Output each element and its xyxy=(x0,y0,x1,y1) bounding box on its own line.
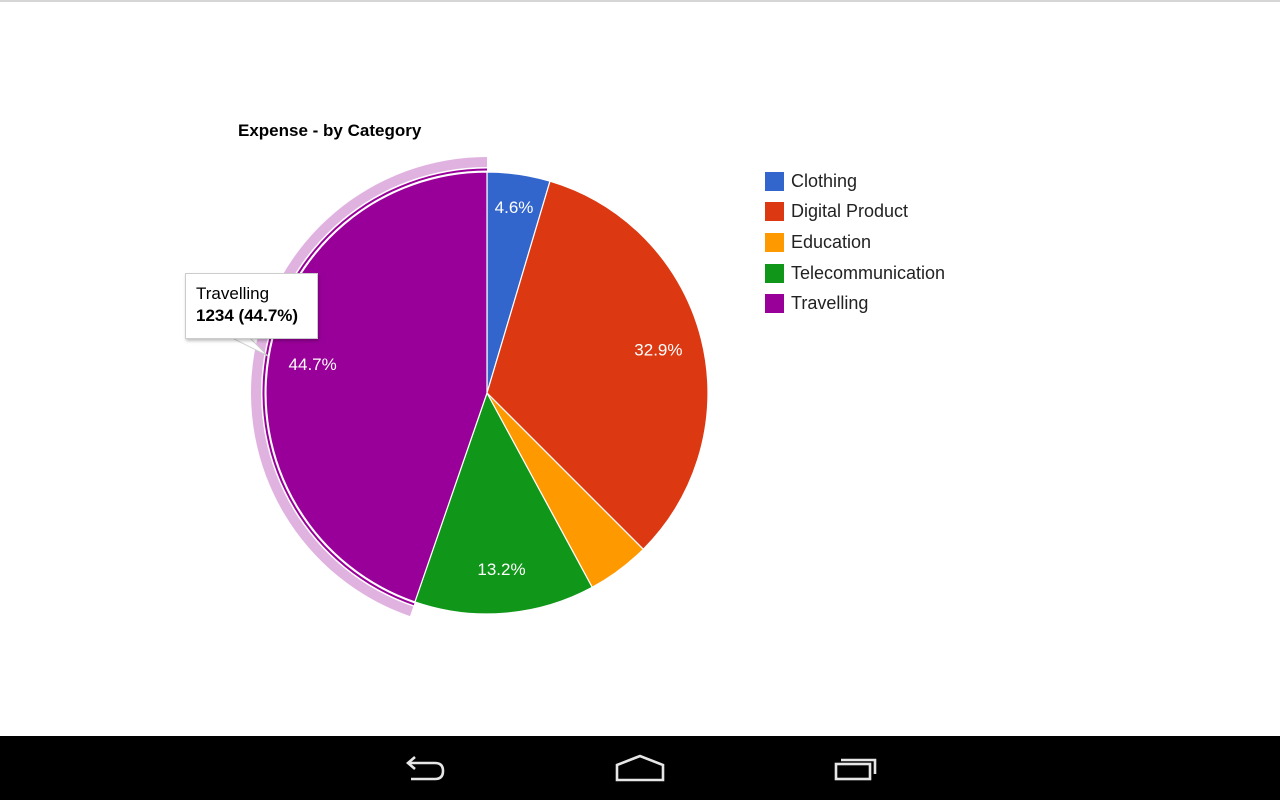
legend-label: Travelling xyxy=(791,293,869,314)
legend-item-telecommunication[interactable]: Telecommunication xyxy=(765,263,945,283)
legend-item-education[interactable]: Education xyxy=(765,232,945,252)
legend-label: Education xyxy=(791,231,872,252)
legend-item-digital-product[interactable]: Digital Product xyxy=(765,201,945,222)
legend-swatch xyxy=(765,294,784,314)
recents-button[interactable] xyxy=(797,736,917,800)
legend-swatch xyxy=(765,232,784,252)
tooltip-value: 1234 (44.7%) xyxy=(196,306,299,325)
top-divider xyxy=(0,0,1280,2)
legend-swatch xyxy=(765,263,784,283)
pie-slice-travelling[interactable] xyxy=(265,171,488,603)
legend-label: Clothing xyxy=(791,170,858,191)
slice-label-telecommunication: 13.2% xyxy=(477,560,525,579)
navigation-bar xyxy=(0,736,1280,800)
recents-icon xyxy=(834,758,877,781)
legend-swatch xyxy=(765,202,784,222)
back-icon xyxy=(406,756,445,781)
tooltip: Travelling 1234 (44.7%) xyxy=(185,273,318,339)
legend-item-travelling[interactable]: Travelling xyxy=(765,293,945,314)
home-icon xyxy=(615,754,665,782)
chart-title: Expense - by Category xyxy=(238,121,422,140)
slice-label-digital-product: 32.9% xyxy=(634,341,682,360)
pie-slice-telecommunication[interactable] xyxy=(414,391,594,615)
pie-slices xyxy=(265,171,709,615)
legend-label: Telecommunication xyxy=(791,262,946,283)
slice-label-travelling: 44.7% xyxy=(289,355,337,374)
tooltip-name: Travelling xyxy=(196,284,270,303)
home-button[interactable] xyxy=(580,736,700,800)
pie-slice-digital-product[interactable] xyxy=(486,180,709,551)
legend-swatch xyxy=(765,171,784,191)
back-button[interactable] xyxy=(364,736,484,800)
slice-label-clothing: 4.6% xyxy=(495,198,534,217)
legend-label: Digital Product xyxy=(791,201,909,222)
legend-item-clothing[interactable]: Clothing xyxy=(765,171,945,191)
tooltip-tail xyxy=(232,338,269,357)
legend: Clothing Digital Product Education Telecomm… xyxy=(765,171,945,324)
pie-labels: 4.6% 32.9% 13.2% 44.7% xyxy=(289,198,683,579)
pie-chart: 4.6% 32.9% 13.2% 44.7% xyxy=(250,157,709,617)
